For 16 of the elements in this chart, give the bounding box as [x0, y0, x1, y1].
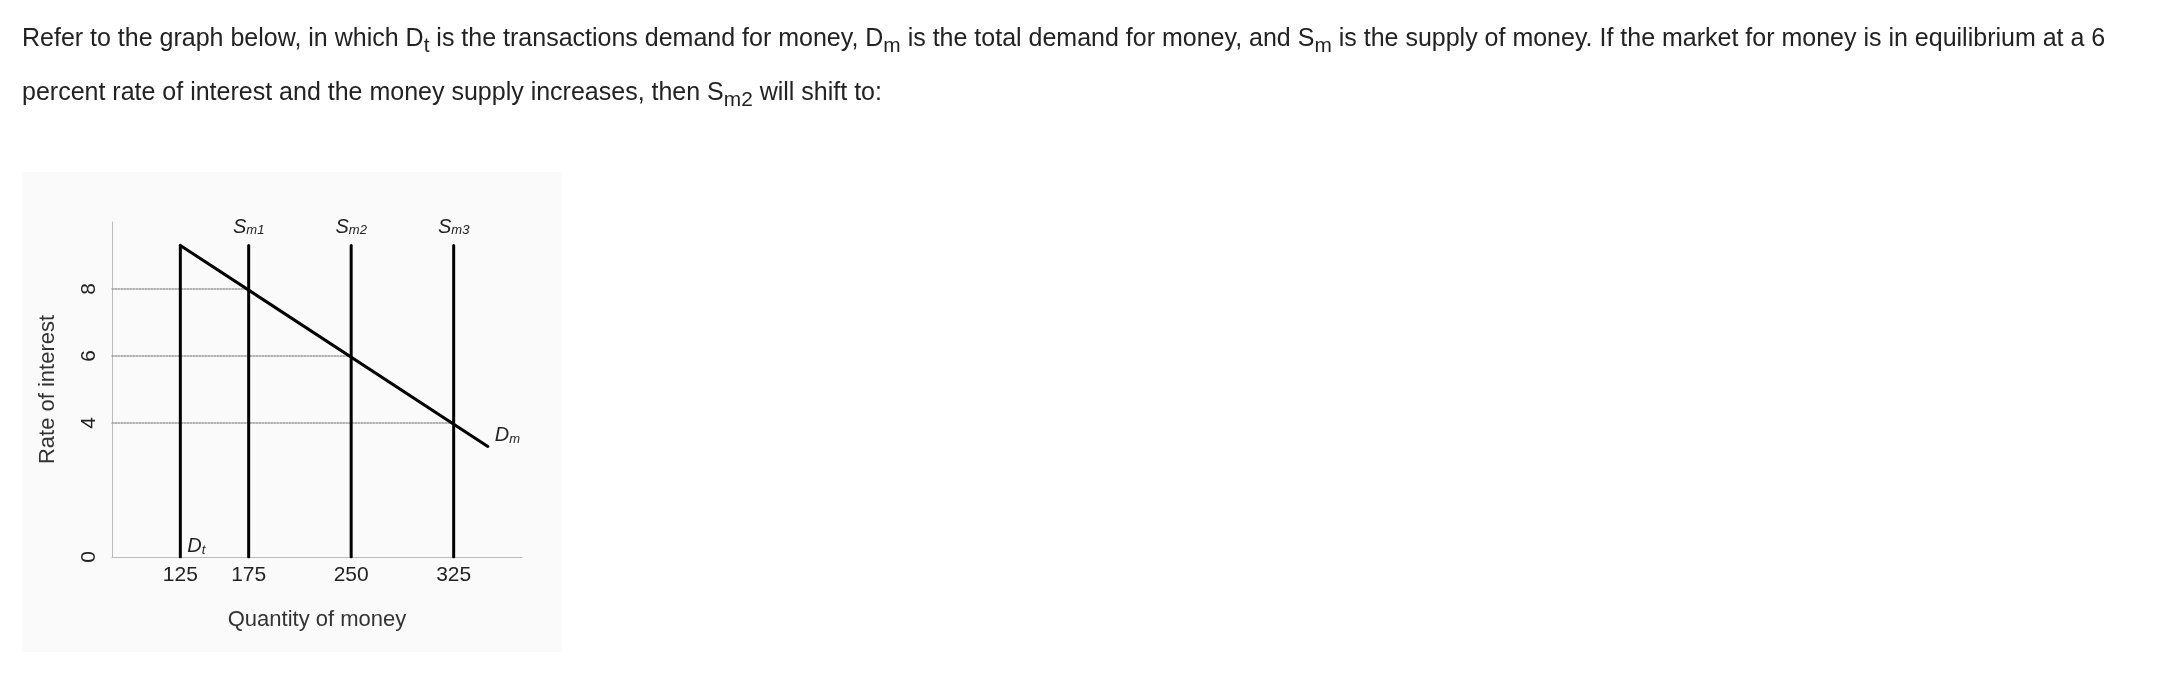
x-tick-label: 325: [436, 562, 472, 585]
y-tick-label: 8: [76, 283, 99, 295]
series-label: Dt: [187, 534, 207, 557]
chart-title: Refer to the graph below, in which D$_{t}$ is the transactions demand for money, D$_{m}$ is the total demand for money, and S$_{m}$ is the supply of money. If the market for money is in equilibrium at a 6 percent rate of interest and the money supply increases, then S$_{m2}$ will shift to:: [22, 23, 2106, 110]
y-tick-label: 0: [76, 551, 99, 563]
series-label: Dm: [494, 423, 521, 446]
series-label: Sm2: [335, 214, 368, 238]
x-tick-label: 175: [231, 562, 267, 585]
x-tick-label: 250: [333, 562, 369, 585]
x-tick-label: 125: [162, 562, 198, 585]
y-axis-title: Rate of interest: [33, 314, 59, 465]
y-tick-label: 4: [76, 416, 99, 429]
x-axis-title: Quantity of money: [227, 605, 407, 631]
series-label: Sm1: [232, 214, 265, 238]
y-tick-label: 6: [76, 350, 99, 362]
series-label: Sm3: [437, 214, 471, 238]
